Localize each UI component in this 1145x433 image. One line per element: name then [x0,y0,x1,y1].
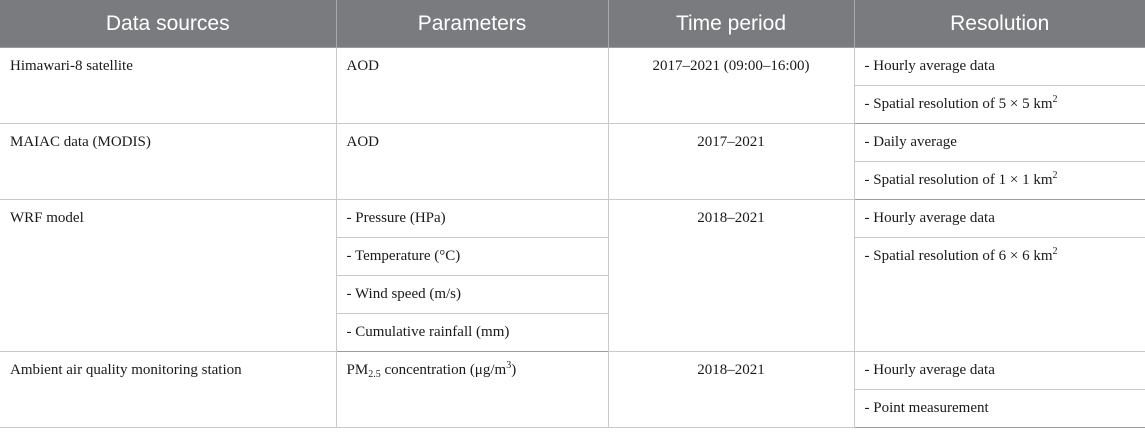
table-row: - Point measurement [0,389,1145,428]
period-himawari: 2017–2021 (09:00–16:00) [607,47,855,124]
table-row: Ambient air quality monitoring station P… [0,351,1145,428]
res-maiac-1: - Daily average [853,123,1145,162]
param-wrf-pressure: - Pressure (HPa) [335,199,609,238]
res-himawari-2-sup: 2 [1052,94,1058,105]
param-station-mid: concentration (μg/m [380,362,507,378]
param-maiac: AOD [335,123,609,200]
param-station-pm: PM [346,362,369,378]
table-row: MAIAC data (MODIS) AOD 2017–2021 - Daily… [0,123,1145,200]
param-station-sub: 2.5 [368,369,381,380]
res-station-1: - Hourly average data [853,351,1145,390]
param-wrf-rainfall: - Cumulative rainfall (mm) [335,313,609,352]
param-station-end: ) [511,362,517,378]
source-maiac: MAIAC data (MODIS) [0,123,337,200]
res-himawari-2: - Spatial resolution of 5 × 5 km2 [853,85,1145,124]
param-wrf-temperature: - Temperature (°C) [335,237,609,276]
source-wrf: WRF model [0,199,337,352]
table-row: - Spatial resolution of 5 × 5 km2 [0,85,1145,124]
res-maiac-2: - Spatial resolution of 1 × 1 km2 [853,161,1145,200]
param-wrf-wind: - Wind speed (m/s) [335,275,609,314]
res-himawari-1: - Hourly average data [853,47,1145,86]
param-station-sup: 3 [506,360,512,371]
param-station: PM2.5 concentration (μg/m3) [335,351,609,428]
table-row: Himawari-8 satellite AOD 2017–2021 (09:0… [0,47,1145,124]
res-himawari-2-text: - Spatial resolution of 5 × 5 km [864,96,1053,112]
header-parameters: Parameters [335,0,608,48]
res-maiac-2-text: - Spatial resolution of 1 × 1 km [864,172,1053,188]
table-row: - Temperature (°C) - Spatial resolution … [0,237,1145,352]
res-wrf-2-sup: 2 [1052,246,1058,257]
table-row: - Wind speed (m/s) [0,275,1145,314]
res-wrf-2: - Spatial resolution of 6 × 6 km2 [853,237,1145,352]
period-maiac: 2017–2021 [607,123,855,200]
header-row: Data sources Parameters Time period Reso… [0,0,1145,48]
table-row: - Spatial resolution of 1 × 1 km2 [0,161,1145,200]
header-data-sources: Data sources [0,0,336,48]
param-himawari: AOD [335,47,609,124]
header-resolution: Resolution [853,0,1145,48]
source-himawari: Himawari-8 satellite [0,47,337,124]
table-row: - Cumulative rainfall (mm) [0,313,1145,352]
period-wrf: 2018–2021 [607,199,855,352]
header-time-period: Time period [607,0,854,48]
period-station: 2018–2021 [607,351,855,428]
table-row: WRF model - Pressure (HPa) 2018–2021 - H… [0,199,1145,352]
res-maiac-2-sup: 2 [1052,170,1058,181]
source-station: Ambient air quality monitoring station [0,351,337,428]
res-station-2: - Point measurement [853,389,1145,428]
res-wrf-1: - Hourly average data [853,199,1145,238]
res-wrf-2-text: - Spatial resolution of 6 × 6 km [864,248,1053,264]
